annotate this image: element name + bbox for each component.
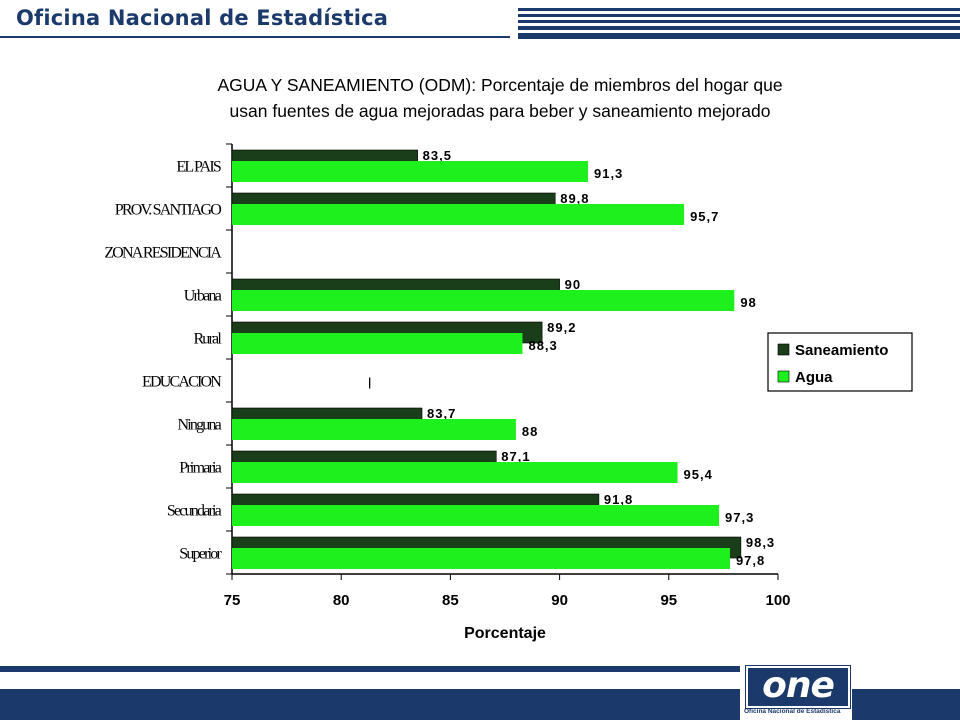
category-label: Rural [193, 331, 222, 348]
category-label: Ninguna [177, 417, 221, 434]
legend-swatch [777, 370, 790, 383]
label-saneamiento: 89,8 [560, 191, 589, 206]
legend-label: Saneamiento [795, 342, 888, 359]
legend-swatch [777, 343, 790, 356]
label-saneamiento: 87,1 [501, 449, 530, 464]
chart-title-line-2: usan fuentes de agua mejoradas para bebe… [229, 101, 771, 121]
label-agua: 98 [740, 295, 756, 310]
label-saneamiento: 91,8 [604, 492, 633, 507]
x-tick-label: 75 [224, 592, 241, 609]
chart-title-line-1: AGUA Y SANEAMIENTO (ODM): Porcentaje de … [217, 75, 783, 95]
header: Oficina Nacional de Estadística [0, 0, 960, 44]
label-saneamiento: 83,7 [427, 406, 456, 421]
x-tick-label: 90 [551, 592, 568, 609]
x-tick-label: 85 [442, 592, 459, 609]
logo-box: one [746, 665, 850, 708]
logo-caption: Oficina Nacional de Estadística [744, 708, 841, 715]
category-label: EDUCACION [142, 374, 222, 391]
bar-agua [232, 204, 685, 225]
x-axis-label: Porcentaje [464, 625, 546, 642]
x-tick-label: 100 [765, 592, 790, 609]
label-agua: 91,3 [594, 166, 623, 181]
logo-mark: one [762, 665, 835, 706]
bar-agua [232, 333, 523, 354]
one-logo: one Oficina Nacional de Estadística [740, 660, 852, 720]
bar-agua [232, 462, 678, 483]
category-label: Urbana [184, 288, 222, 305]
bar-agua [232, 290, 735, 311]
label-agua: 88,3 [528, 338, 557, 353]
legend-label: Agua [795, 369, 833, 386]
label-saneamiento: 83,5 [423, 148, 452, 163]
header-stripes [518, 8, 960, 40]
x-tick-label: 80 [333, 592, 350, 609]
category-label: Superior [179, 546, 222, 563]
label-agua: 88 [522, 424, 538, 439]
footer-rule [0, 666, 740, 672]
category-label: Primaria [179, 460, 221, 477]
x-tick-label: 95 [660, 592, 677, 609]
label-saneamiento: 98,3 [746, 535, 775, 550]
label-agua: 95,7 [690, 209, 719, 224]
bar-agua [232, 161, 588, 182]
header-rule [0, 36, 510, 38]
category-label: PROV. SANTIAGO [115, 202, 221, 219]
legend-box [767, 332, 913, 392]
chart-title: AGUA Y SANEAMIENTO (ODM): Porcentaje de … [120, 72, 880, 124]
category-label: ZONA RESIDENCIA [104, 245, 222, 262]
category-label: Secundaria [167, 503, 222, 520]
label-saneamiento: 89,2 [547, 320, 576, 335]
label-agua: 95,4 [684, 467, 713, 482]
bar-agua [232, 505, 720, 526]
bar-agua [232, 419, 516, 440]
label-saneamiento: 90 [565, 277, 581, 292]
label-agua: 97,8 [736, 553, 765, 568]
label-agua: 97,3 [725, 510, 754, 525]
bar-agua [232, 548, 730, 569]
category-label: EL PAIS [176, 159, 220, 176]
stray-mark: l [368, 376, 371, 393]
header-title: Oficina Nacional de Estadística [16, 6, 389, 30]
